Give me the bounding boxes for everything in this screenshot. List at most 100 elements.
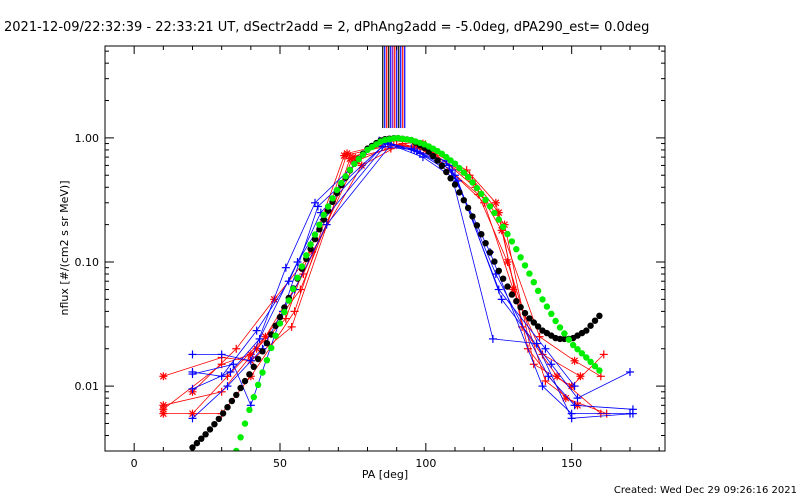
x-tick-label: 100 [415,457,436,470]
series-line-blue [192,141,575,390]
curve-point-green [587,358,594,365]
curve-point-black [202,431,209,438]
curve-point-green [329,195,336,202]
y-tick-label: 0.10 [75,256,100,269]
curve-point-green [565,336,572,343]
curve-point-black [521,309,529,317]
curve-point-black [233,391,240,399]
curve-point-black [495,267,502,274]
curve-point-green [513,246,520,253]
curve-point-green [473,184,481,192]
curve-point-black [276,313,284,321]
curve-point-green [447,157,454,164]
curve-point-green [556,324,564,331]
curve-point-black [224,404,231,411]
series-blue [188,136,637,423]
curve-point-green [320,211,327,218]
y-tick-label: 1.00 [75,132,100,145]
curve-point-green [517,254,524,261]
curve-point-green [294,274,301,281]
curve-point-black [193,439,201,447]
curve-point-green [491,209,498,217]
curve-point-black [241,377,249,385]
curve-point-green [285,297,292,304]
point-marker [576,372,584,380]
curve-point-green [237,434,244,441]
series-line-blue [192,146,633,419]
curve-point-green [574,346,581,353]
series-line-red [163,141,607,414]
curve-point-green [561,330,568,337]
curve-point-black [206,426,214,433]
curve-point-green [276,320,284,327]
series-line-blue [192,143,633,410]
curve-point-black [596,312,603,319]
plot-area [159,46,637,451]
curve-point-black [246,371,253,378]
curve-point-black [504,283,511,290]
curve-point-green [482,196,489,203]
point-marker [247,350,255,358]
curve-point-black [451,181,459,188]
curve-point-green [303,252,310,259]
curve-point-green [351,160,358,168]
curve-point-black [307,245,314,253]
curve-point-black [438,162,446,169]
curve-point-black [215,415,222,423]
curve-point-green [233,447,240,451]
curve-point-green [460,169,467,176]
point-marker [346,155,354,163]
curve-point-green [438,150,446,157]
curve-point-black [211,421,218,428]
created-timestamp: Created: Wed Dec 29 09:26:16 2021 [614,485,797,496]
curve-point-green [495,216,502,223]
y-axis: 0.01 0.10 1.00 [75,50,665,452]
curve-point-black [469,213,476,220]
curve-point-green [548,310,555,317]
plot-frame [104,45,666,452]
curve-point-green [526,270,533,277]
curve-point-black [263,340,271,347]
curve-point-green [478,190,485,197]
curve-point-green [338,179,345,187]
point-marker [504,258,511,266]
curve-point-green [596,367,603,374]
series-layer [159,134,637,451]
curve-point-black [591,317,599,324]
y-axis-label: nflux [#/(cm2 s sr MeV)] [58,181,71,316]
point-marker [562,394,570,402]
point-marker [189,410,196,418]
curve-point-black [434,157,441,164]
curve-point-black [447,175,454,182]
point-marker [571,357,579,365]
curve-point-green [246,406,253,414]
curve-point-green [355,156,362,163]
curve-point-green [451,160,459,167]
curve-point-black [464,204,472,212]
curve-point-black [587,322,594,329]
curve-point-black [429,152,437,160]
point-marker [492,199,500,207]
point-marker [159,372,167,380]
curve-point-green [307,241,314,248]
series-line-red [163,143,602,415]
curve-point-black [237,384,244,392]
curve-point-black [281,304,288,311]
curve-point-green [250,393,257,401]
curve-point-green [539,296,546,303]
curve-point-black [486,249,494,256]
curve-point-black [491,258,498,265]
curve-point-black [526,315,533,322]
series-line-red [163,144,602,377]
curve-point-green [268,344,275,352]
curve-point-black [508,291,516,298]
series-line-blue [192,144,631,419]
curve-point-black [473,222,481,229]
curve-point-black [254,355,262,363]
curve-point-green [464,173,472,181]
curve-point-green [311,231,319,238]
curve-point-black [320,216,327,223]
x-tick-label: 50 [273,457,287,470]
curve-point-green [241,420,249,427]
